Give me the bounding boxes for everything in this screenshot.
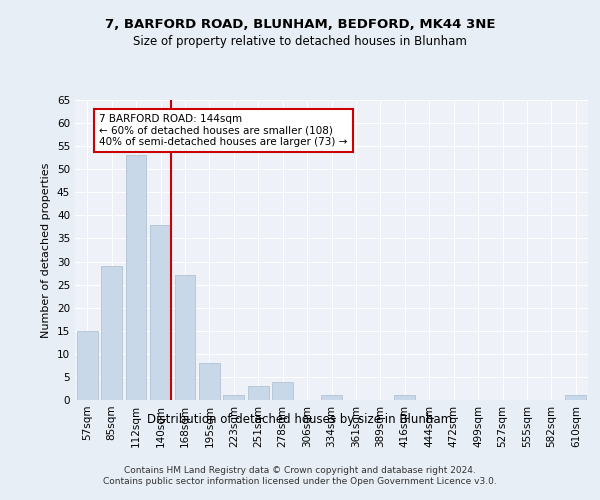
Bar <box>101 266 122 400</box>
Bar <box>175 276 196 400</box>
Text: 7 BARFORD ROAD: 144sqm
← 60% of detached houses are smaller (108)
40% of semi-de: 7 BARFORD ROAD: 144sqm ← 60% of detached… <box>100 114 348 147</box>
Bar <box>248 386 269 400</box>
Bar <box>125 156 146 400</box>
Y-axis label: Number of detached properties: Number of detached properties <box>41 162 52 338</box>
Text: Distribution of detached houses by size in Blunham: Distribution of detached houses by size … <box>148 412 452 426</box>
Bar <box>394 396 415 400</box>
Bar <box>150 224 171 400</box>
Bar <box>223 396 244 400</box>
Bar <box>321 396 342 400</box>
Text: Contains public sector information licensed under the Open Government Licence v3: Contains public sector information licen… <box>103 478 497 486</box>
Text: Size of property relative to detached houses in Blunham: Size of property relative to detached ho… <box>133 35 467 48</box>
Text: 7, BARFORD ROAD, BLUNHAM, BEDFORD, MK44 3NE: 7, BARFORD ROAD, BLUNHAM, BEDFORD, MK44 … <box>105 18 495 30</box>
Bar <box>565 396 586 400</box>
Bar <box>77 331 98 400</box>
Bar <box>199 363 220 400</box>
Bar <box>272 382 293 400</box>
Text: Contains HM Land Registry data © Crown copyright and database right 2024.: Contains HM Land Registry data © Crown c… <box>124 466 476 475</box>
